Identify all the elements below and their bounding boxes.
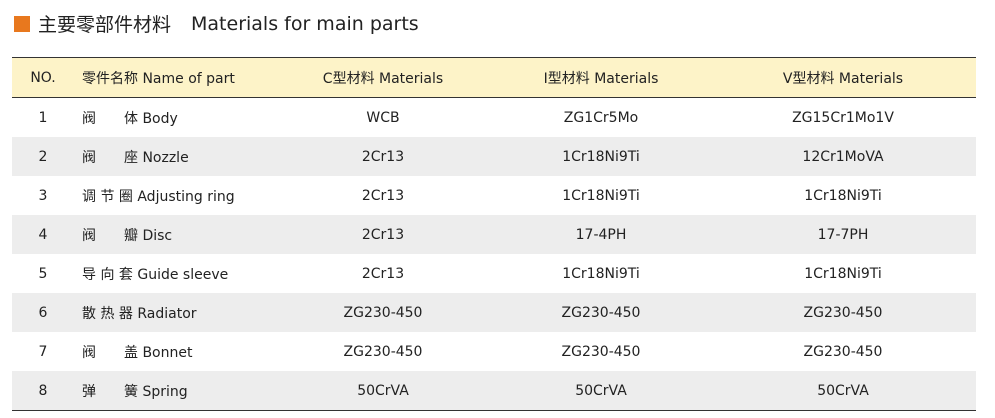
table-cell: 2 — [38, 148, 48, 165]
table-cell: 阀 座 Nozzle — [82, 149, 189, 166]
title: 主要零部件材料 — [38, 14, 172, 36]
column-header: NO. — [30, 69, 56, 86]
table-cell: 6 — [38, 304, 48, 321]
table-cell: 2Cr13 — [361, 148, 405, 165]
table-row: 1 阀 体 Body WCB ZG1Cr5Mo ZG15Cr1Mo1V — [12, 98, 976, 138]
table-cell: 2Cr13 — [361, 265, 405, 282]
table-row: 8 弹 簧 Spring 50CrVA 50CrVA 50CrVA — [12, 371, 976, 411]
table-cell: ZG15Cr1Mo1V — [792, 109, 894, 126]
column-header: C型材料 Materials — [322, 70, 444, 87]
table-cell: 阀 盖 Bonnet — [82, 344, 193, 361]
table-row: 3 调 节 圈 Adjusting ring 2Cr13 1Cr18Ni9Ti 1Cr1… — [12, 176, 976, 215]
column-header: V型材料 Materials — [782, 70, 904, 87]
table-cell: 1Cr18Ni9Ti — [804, 265, 882, 282]
table-cell: 调 节 圈 Adjusting ring — [82, 188, 235, 205]
table-cell: WCB — [366, 109, 400, 126]
table-cell: 2Cr13 — [361, 187, 405, 204]
table-cell: 8 — [38, 382, 48, 399]
materials-table: NO. 零件名称 Name of part C型材料 Materials I型材料 M… — [12, 57, 976, 411]
table-cell: ZG230-450 — [343, 343, 423, 360]
table-cell: 1Cr18Ni9Ti — [562, 265, 640, 282]
table-cell: ZG230-450 — [561, 304, 641, 321]
table-cell: 50CrVA — [357, 382, 409, 399]
table-cell: 1Cr18Ni9Ti — [562, 187, 640, 204]
table-cell: 5 — [38, 265, 48, 282]
table-row: 2 阀 座 Nozzle 2Cr13 1Cr18Ni9Ti 12Cr1MoVA — [12, 137, 976, 176]
table-cell: 导 向 套 Guide sleeve — [82, 266, 229, 283]
header-row: NO. 零件名称 Name of part C型材料 Materials I型材料 M… — [12, 57, 976, 98]
title-icon — [14, 15, 30, 32]
table-cell: 1Cr18Ni9Ti — [562, 148, 640, 165]
table-cell: ZG230-450 — [803, 343, 883, 360]
column-header: I型材料 Materials — [543, 70, 659, 87]
table-cell: 50CrVA — [575, 382, 627, 399]
table-cell: ZG230-450 — [343, 304, 423, 321]
table-cell: 阀 瓣 Disc — [82, 227, 173, 244]
table-cell: 50CrVA — [817, 382, 869, 399]
table-cell: 12Cr1MoVA — [802, 148, 884, 165]
table-cell: ZG230-450 — [561, 343, 641, 360]
table-cell: 散 热 器 Radiator — [82, 305, 197, 322]
table-cell: 17-4PH — [575, 226, 627, 243]
table-row: 4 阀 瓣 Disc 2Cr13 17-4PH 17-7PH — [12, 215, 976, 254]
table-cell: 4 — [38, 226, 48, 243]
table-cell: ZG230-450 — [803, 304, 883, 321]
subtitle: Materials for main parts — [191, 12, 419, 35]
table-row: 6 散 热 器 Radiator ZG230-450 ZG230-450 ZG230-4… — [12, 293, 976, 332]
table-cell: 17-7PH — [817, 226, 869, 243]
column-header: 零件名称 Name of part — [82, 70, 235, 87]
table-cell: 7 — [38, 343, 48, 360]
table-cell: 3 — [38, 187, 48, 204]
table-cell: 弹 簧 Spring — [82, 383, 188, 400]
table-cell: 1Cr18Ni9Ti — [804, 187, 882, 204]
table-body: 1 阀 体 Body WCB ZG1Cr5Mo ZG15Cr1Mo1V 2 阀 座 Nozz… — [12, 98, 976, 411]
table-row: 7 阀 盖 Bonnet ZG230-450 ZG230-450 ZG230-450 — [12, 332, 976, 371]
table-cell: 阀 体 Body — [82, 110, 178, 127]
table-cell: 2Cr13 — [361, 226, 405, 243]
title-bar: 主要零部件材料 Materials for main parts — [14, 10, 419, 37]
table-row: 5 导 向 套 Guide sleeve 2Cr13 1Cr18Ni9Ti 1Cr18N… — [12, 254, 976, 293]
table-cell: ZG1Cr5Mo — [563, 109, 639, 126]
table-cell: 1 — [38, 109, 48, 126]
